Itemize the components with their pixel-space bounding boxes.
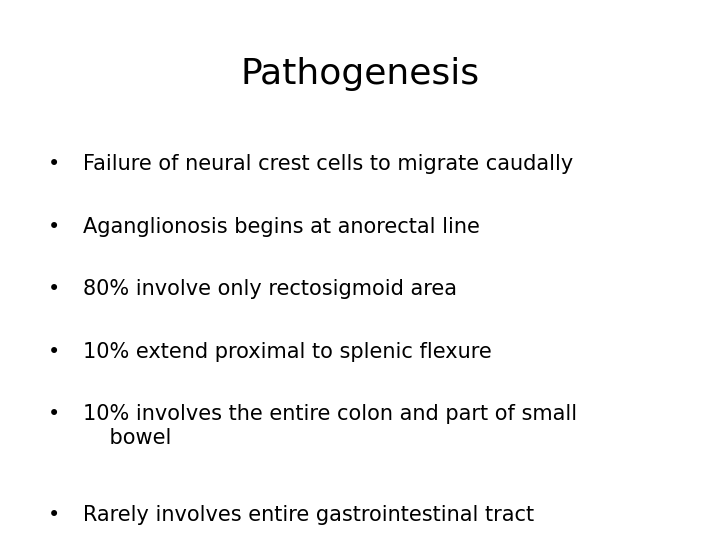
Text: •: • bbox=[48, 505, 60, 525]
Text: 10% extend proximal to splenic flexure: 10% extend proximal to splenic flexure bbox=[83, 342, 492, 362]
Text: 10% involves the entire colon and part of small
    bowel: 10% involves the entire colon and part o… bbox=[83, 404, 577, 448]
Text: •: • bbox=[48, 342, 60, 362]
Text: Rarely involves entire gastrointestinal tract: Rarely involves entire gastrointestinal … bbox=[83, 505, 534, 525]
Text: •: • bbox=[48, 154, 60, 174]
Text: Aganglionosis begins at anorectal line: Aganglionosis begins at anorectal line bbox=[83, 217, 480, 237]
Text: Failure of neural crest cells to migrate caudally: Failure of neural crest cells to migrate… bbox=[83, 154, 573, 174]
Text: •: • bbox=[48, 404, 60, 424]
Text: •: • bbox=[48, 217, 60, 237]
Text: •: • bbox=[48, 279, 60, 299]
Text: Pathogenesis: Pathogenesis bbox=[240, 57, 480, 91]
Text: 80% involve only rectosigmoid area: 80% involve only rectosigmoid area bbox=[83, 279, 456, 299]
